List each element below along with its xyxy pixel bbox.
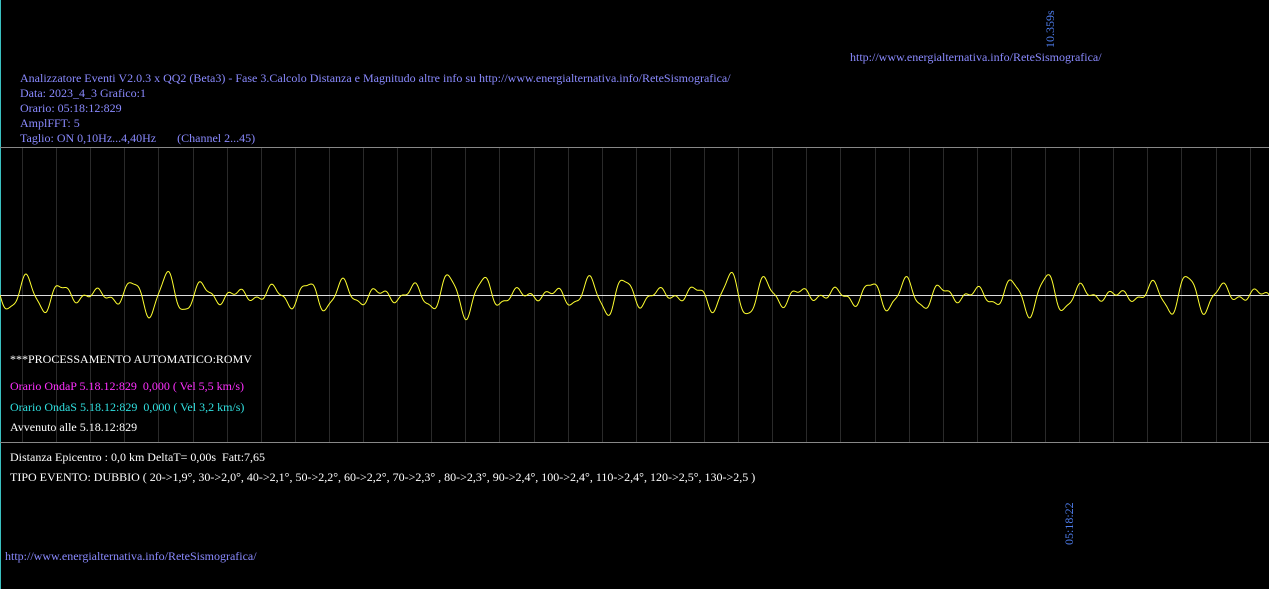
processing-title: ***PROCESSAMENTO AUTOMATICO:ROMV bbox=[10, 352, 252, 366]
event-type: TIPO EVENTO: DUBBIO ( 20->1,9°, 30->2,0°… bbox=[10, 470, 755, 484]
footer-link[interactable]: http://www.energialternativa.info/ReteSi… bbox=[5, 549, 257, 563]
info-line: Data: 2023_4_3 Grafico:1 bbox=[20, 86, 146, 100]
info-line: Analizzatore Eventi V2.0.3 x QQ2 (Beta3)… bbox=[20, 71, 731, 85]
duration-label: 10.359s bbox=[1043, 10, 1057, 48]
info-line: Orario: 05:18:12:829 bbox=[20, 101, 122, 115]
top-link[interactable]: http://www.energialternativa.info/ReteSi… bbox=[850, 50, 1102, 64]
time-marker: 05:18:22 bbox=[1062, 502, 1076, 545]
wave-s-time: Orario OndaS 5.18.12:829 0,000 ( Vel 3,2… bbox=[10, 400, 244, 414]
info-line: AmplFFT: 5 bbox=[20, 116, 80, 130]
info-line: Taglio: ON 0,10Hz...4,40Hz (Channel 2...… bbox=[20, 131, 255, 145]
distance: Distanza Epicentro : 0,0 km DeltaT= 0,00… bbox=[10, 450, 265, 464]
wave-p-time: Orario OndaP 5.18.12:829 0,000 ( Vel 5,5… bbox=[10, 379, 244, 393]
waveform bbox=[0, 270, 1269, 321]
occurred-time: Avvenuto alle 5.18.12:829 bbox=[10, 420, 137, 434]
